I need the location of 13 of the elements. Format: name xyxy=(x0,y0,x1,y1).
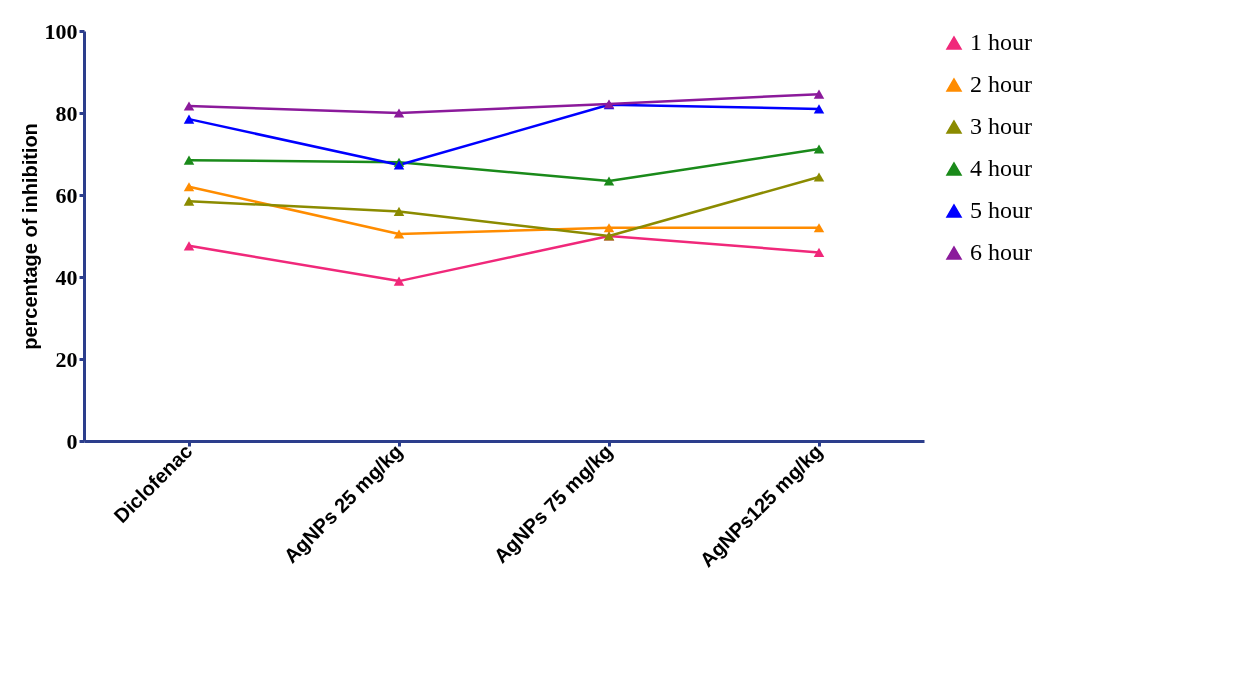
legend-label: 6 hour xyxy=(970,239,1032,265)
legend-label: 1 hour xyxy=(970,29,1032,55)
legend-label: 4 hour xyxy=(970,155,1032,181)
legend-label: 2 hour xyxy=(970,71,1032,97)
y-tick-label: 80 xyxy=(55,100,78,126)
legend-label: 3 hour xyxy=(970,113,1032,139)
y-tick-label: 60 xyxy=(55,182,78,208)
y-tick-label: 20 xyxy=(55,346,78,372)
y-tick-label: 100 xyxy=(44,18,78,44)
y-tick-label: 40 xyxy=(55,264,78,290)
y-axis-title: percentage of inhibition xyxy=(18,123,41,350)
y-tick-label: 0 xyxy=(66,428,78,454)
legend-label: 5 hour xyxy=(970,197,1032,223)
